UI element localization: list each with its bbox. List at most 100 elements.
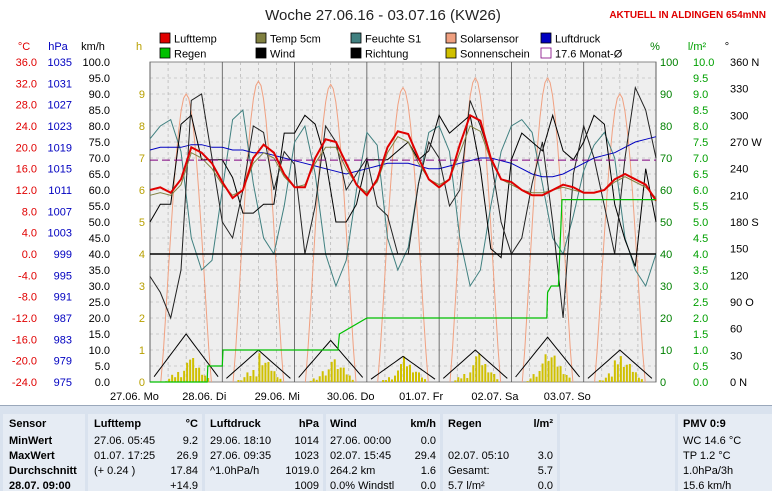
rain-tick-label: 0.0	[693, 377, 708, 389]
pressure-tick-label: 1023	[48, 121, 72, 133]
temp-tick-label: -8.0	[18, 292, 37, 304]
sunshine-bar	[240, 380, 243, 382]
pressure-tick-label: 1007	[48, 206, 72, 218]
sunshine-bar	[562, 374, 565, 382]
rain-tick-label: 7.5	[693, 137, 708, 149]
direction-tick-label: 270 W	[730, 137, 762, 149]
sunshine-bar	[249, 376, 252, 382]
sunshine-bar	[556, 366, 559, 382]
pressure-tick-label: 1027	[48, 100, 72, 112]
legend-swatch	[350, 32, 362, 44]
sun-tick-label: 1	[139, 345, 145, 357]
humidity-tick-label: 10	[660, 345, 672, 357]
sunshine-bar	[195, 368, 198, 382]
sunshine-bar	[484, 364, 487, 382]
rain-axis-unit: l/m²	[688, 41, 707, 53]
legend-swatch	[159, 32, 171, 44]
pmv-title: PMV 0:9	[683, 418, 726, 430]
sunshine-bar	[616, 364, 619, 382]
sunshine-bar	[207, 378, 210, 382]
regen-month-total: 5.7 l/m²	[448, 480, 485, 492]
luftdruck-trend: ^1.0hPa/h	[210, 465, 260, 477]
direction-axis-unit: °	[725, 41, 729, 53]
rain-tick-label: 5.0	[693, 217, 708, 229]
regen-max-value: 3.0	[537, 450, 553, 462]
humidity-tick-label: 100	[660, 57, 678, 69]
sunshine-bar	[412, 372, 414, 382]
day-label: 01.07. Fr	[399, 391, 443, 403]
lufttemp-min-value: 9.2	[182, 435, 198, 447]
legend-label: Luftdruck	[555, 34, 601, 46]
lufttemp-title: Lufttemp	[94, 418, 142, 430]
stats-panel: Sensor MinWert MaxWert Durchschnitt 28.0…	[0, 405, 772, 492]
sunshine-bar	[466, 378, 469, 382]
direction-tick-label: 90 O	[730, 297, 754, 309]
sunshine-bar	[397, 370, 399, 382]
sunshine-bar	[559, 366, 562, 382]
rain-tick-label: 3.0	[693, 281, 708, 293]
sunshine-bar	[421, 377, 423, 382]
legend-swatch	[445, 32, 457, 44]
wind-avg-value: 1.6	[420, 465, 436, 477]
pressure-tick-label: 991	[54, 292, 72, 304]
lufttemp-current-value: +14.9	[170, 480, 198, 492]
sunshine-bar	[550, 357, 553, 382]
sunshine-bar	[640, 379, 643, 382]
temp-tick-label: 8.0	[22, 206, 37, 218]
direction-tick-label: 360 N	[730, 57, 759, 69]
air-temp-line	[149, 113, 657, 202]
sunshine-bar	[255, 376, 258, 382]
temp-tick-label: 32.0	[16, 78, 37, 90]
pmv-wind: 15.6 km/h	[683, 480, 732, 492]
sunshine-bar	[565, 374, 568, 382]
solar-sensor-line	[160, 93, 212, 383]
pressure-tick-label: 1015	[48, 164, 72, 176]
sunshine-bar	[463, 374, 466, 382]
temp-tick-label: 0.0	[22, 249, 37, 261]
rain-tick-label: 9.0	[693, 89, 708, 101]
sunshine-bar	[622, 366, 625, 382]
sunshine-bar	[610, 376, 613, 382]
stats-pmv: PMV 0:9 WC 14.6 °C TP 1.2 °C 1.0hPa/3h 1…	[678, 414, 772, 492]
temp-tick-label: 36.0	[16, 57, 37, 69]
temp-axis-unit: °C	[18, 41, 30, 53]
wind-max-value: 29.4	[414, 450, 436, 462]
wind-tick-label: 30.0	[89, 281, 110, 293]
temp-tick-label: -12.0	[12, 313, 37, 325]
humidity-tick-label: 60	[660, 185, 672, 197]
rain-tick-label: 4.0	[693, 249, 708, 261]
sunshine-bar	[327, 369, 330, 382]
wind-tick-label: 20.0	[89, 313, 110, 325]
wind-min-time: 27.06. 00:00	[330, 435, 392, 447]
sunshine-bar	[544, 354, 547, 382]
legend-label: Solarsensor	[460, 34, 519, 46]
legend-swatch	[255, 47, 267, 59]
legend-label: Feuchte S1	[365, 34, 421, 46]
sunshine-bar	[454, 380, 457, 382]
sunshine-bar	[183, 370, 186, 382]
sunshine-bar	[264, 362, 267, 382]
row-label-max: MaxWert	[9, 450, 55, 462]
temp-tick-label: 28.0	[16, 100, 37, 112]
pressure-tick-label: 987	[54, 313, 72, 325]
pressure-tick-label: 983	[54, 334, 72, 346]
temp-tick-label: 12.0	[16, 185, 37, 197]
sunshine-bar	[526, 381, 529, 382]
legend-label: Lufttemp	[174, 34, 217, 46]
rain-tick-label: 3.5	[693, 265, 708, 277]
luftdruck-title: Luftdruck	[210, 418, 261, 430]
sunshine-bar	[168, 378, 171, 382]
rain-tick-label: 10.0	[693, 57, 714, 69]
legend-label: Temp 5cm	[270, 34, 321, 46]
wind-tick-label: 90.0	[89, 89, 110, 101]
luftdruck-min-time: 29.06. 18:10	[210, 435, 272, 447]
sunshine-bar	[261, 365, 264, 382]
humidity-tick-label: 40	[660, 249, 672, 261]
row-label-current: 28.07. 09:00	[9, 480, 71, 492]
sunshine-bar	[394, 375, 396, 382]
pressure-axis-unit: hPa	[48, 41, 68, 53]
pressure-tick-label: 1011	[48, 185, 72, 197]
temp-tick-label: -20.0	[12, 356, 37, 368]
sunshine-bar	[243, 377, 246, 382]
direction-line	[149, 113, 657, 267]
